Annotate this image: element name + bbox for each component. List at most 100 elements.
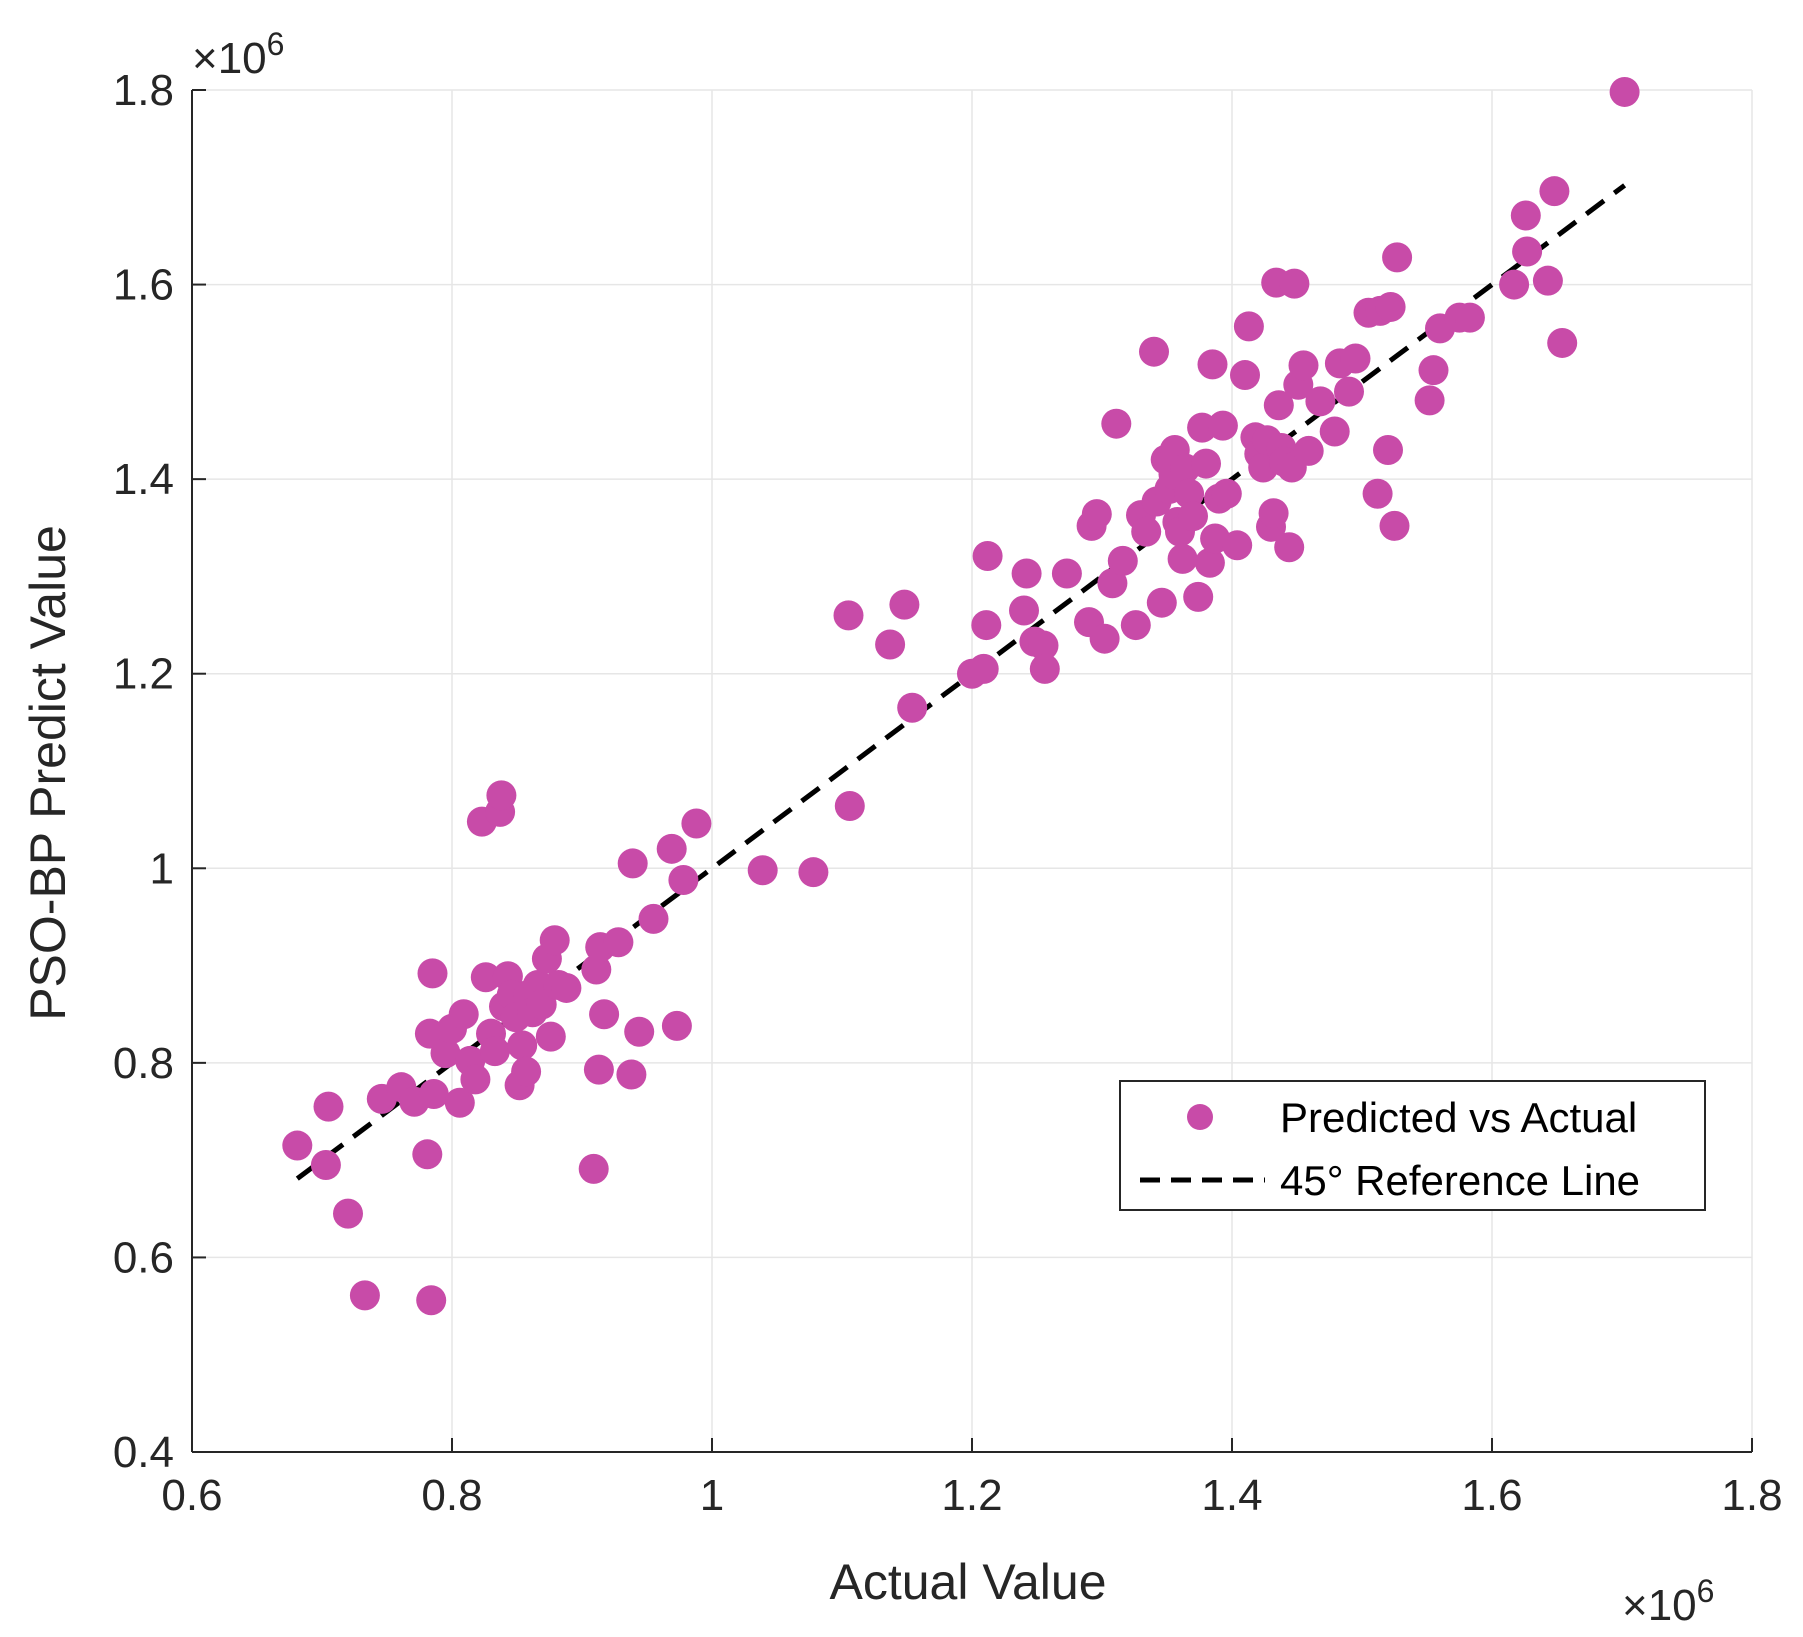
y-exponent-base: ×10 <box>192 34 267 83</box>
data-point <box>1211 478 1242 509</box>
data-point <box>1334 376 1364 407</box>
data-point <box>1263 390 1294 421</box>
data-point <box>1305 386 1336 417</box>
y-tick-label-0: 0.4 <box>113 1428 174 1477</box>
data-point <box>1373 434 1403 465</box>
data-point <box>1230 360 1260 391</box>
axes <box>191 89 1753 1453</box>
data-point <box>511 1056 542 1087</box>
x-tick-label-2: 1 <box>700 1471 724 1520</box>
tick-labels: 0.6 0.8 1 1.2 1.4 1.6 1.80.40.60.811.21.41.61.… <box>113 66 1783 1520</box>
data-point <box>1009 595 1039 626</box>
data-point <box>1191 448 1221 479</box>
y-tick-label-3: 1 <box>150 844 174 893</box>
data-point <box>349 1280 380 1311</box>
data-point <box>583 1054 614 1085</box>
y-tick-label-7: 1.8 <box>113 66 174 115</box>
data-point <box>479 1036 510 1067</box>
data-point <box>1510 200 1541 231</box>
y-axis-label: PSO-BP Predict Value <box>20 525 76 1021</box>
data-point <box>875 629 906 660</box>
data-point <box>798 857 829 888</box>
data-point <box>526 989 557 1020</box>
data-point <box>668 864 699 895</box>
data-point <box>417 958 448 989</box>
x-axis-exponent: ×106 <box>1622 1573 1714 1630</box>
x-tick-label-1: 0.8 <box>421 1471 482 1520</box>
data-point <box>1194 547 1225 578</box>
data-point <box>1512 236 1543 267</box>
data-point <box>412 1139 443 1170</box>
data-point <box>1174 478 1205 509</box>
data-point <box>1258 498 1289 529</box>
data-point <box>624 1016 655 1047</box>
data-point <box>889 589 920 620</box>
data-point <box>1274 532 1305 563</box>
data-point <box>972 540 1003 571</box>
x-exponent-power: 6 <box>1697 1573 1715 1609</box>
data-point <box>1097 568 1128 599</box>
data-point <box>470 962 501 993</box>
data-point <box>1454 302 1485 333</box>
legend: Predicted vs Actual 45° Reference Line <box>1119 1080 1706 1211</box>
data-point <box>681 808 712 839</box>
legend-marker-points <box>1187 1104 1213 1130</box>
data-point <box>430 1038 461 1069</box>
data-point <box>1107 545 1138 576</box>
data-point <box>1532 265 1563 296</box>
x-axis-label: Actual Value <box>829 1554 1106 1610</box>
data-point <box>333 1198 363 1229</box>
data-point <box>535 1021 566 1052</box>
data-point <box>1340 343 1371 374</box>
data-point <box>1081 499 1112 530</box>
data-point <box>1375 291 1406 322</box>
data-point <box>1293 435 1324 466</box>
legend-box <box>1119 1080 1706 1211</box>
y-tick-label-1: 0.6 <box>113 1233 174 1282</box>
scatter-points <box>282 76 1640 1316</box>
data-point <box>1207 410 1238 441</box>
reference-line <box>295 183 1627 1181</box>
x-tick-label-5: 1.6 <box>1461 1471 1522 1520</box>
data-point <box>638 903 669 934</box>
data-point <box>581 954 612 985</box>
data-point <box>1222 530 1253 561</box>
data-point <box>617 848 648 879</box>
y-axis-exponent: ×106 <box>192 26 284 83</box>
y-tick-label-6: 1.6 <box>113 261 174 310</box>
data-point <box>1233 311 1264 342</box>
data-point <box>1101 408 1132 439</box>
data-point <box>1131 516 1162 547</box>
data-point <box>1139 336 1169 367</box>
data-point <box>1120 610 1151 641</box>
data-point <box>1279 268 1310 299</box>
data-point <box>1499 269 1530 300</box>
data-point <box>507 1030 538 1061</box>
data-point <box>578 1153 609 1184</box>
y-tick-label-5: 1.4 <box>113 455 174 504</box>
x-tick-label-0: 0.6 <box>161 1471 222 1520</box>
data-point <box>1547 327 1578 358</box>
data-point <box>1539 176 1570 207</box>
reference-line-layer <box>295 183 1627 1181</box>
data-point <box>661 1010 692 1041</box>
x-exponent-base: ×10 <box>1622 1581 1697 1630</box>
data-point <box>1178 501 1208 532</box>
data-point <box>1183 581 1214 612</box>
data-point <box>1011 558 1042 589</box>
data-point <box>1382 242 1413 273</box>
data-point <box>460 1064 491 1095</box>
data-point <box>1167 543 1198 574</box>
data-point <box>1609 76 1640 107</box>
data-point <box>1197 349 1228 380</box>
data-point <box>1028 630 1059 661</box>
data-point <box>747 855 778 886</box>
data-point <box>1146 587 1177 618</box>
data-point <box>897 692 928 723</box>
legend-label-points: Predicted vs Actual <box>1280 1094 1637 1141</box>
data-point <box>313 1091 344 1122</box>
data-point <box>448 999 479 1030</box>
data-point <box>1089 623 1120 654</box>
